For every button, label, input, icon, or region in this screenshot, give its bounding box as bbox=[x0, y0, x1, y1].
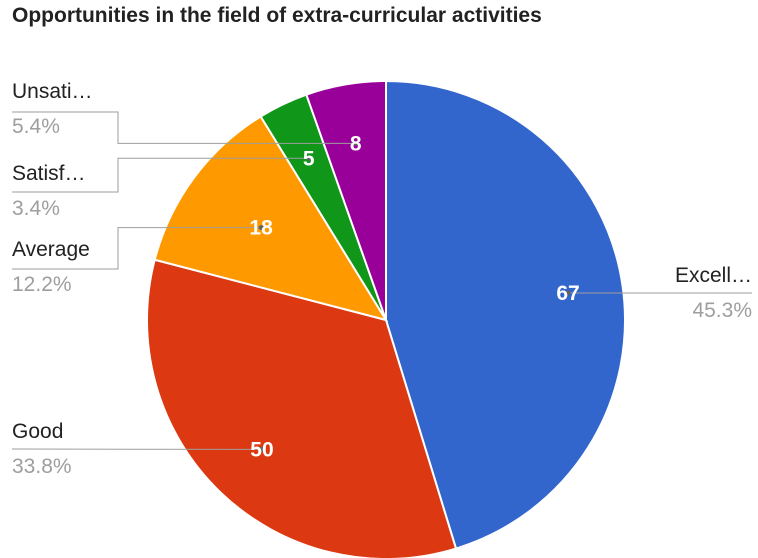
slice-label-unsati: Unsati… bbox=[12, 80, 93, 103]
leader-dot-average bbox=[258, 225, 264, 231]
leader-dot-satisf bbox=[306, 155, 312, 161]
leader-line-unsati bbox=[12, 111, 356, 144]
slice-value-good: 50 bbox=[250, 438, 273, 461]
leader-dot-excell bbox=[565, 290, 571, 296]
leader-dot-unsati bbox=[353, 140, 359, 146]
slice-label-average: Average bbox=[12, 238, 90, 261]
slice-value-excell: 67 bbox=[556, 282, 579, 305]
slice-label-good: Good bbox=[12, 420, 63, 443]
slice-value-average: 18 bbox=[249, 217, 273, 240]
leader-line-satisf bbox=[12, 157, 309, 193]
pie-slice-excell[interactable] bbox=[385, 79, 626, 550]
leader-dot-good bbox=[259, 446, 265, 452]
slice-percent-good: 33.8% bbox=[12, 455, 72, 478]
slice-value-unsati: 8 bbox=[350, 132, 362, 155]
slice-percent-average: 12.2% bbox=[12, 273, 72, 296]
slice-label-excell: Excell… bbox=[675, 264, 752, 287]
slice-percent-excell: 45.3% bbox=[692, 299, 752, 322]
pie-slice-good[interactable] bbox=[146, 258, 458, 558]
pie-slice-unsati[interactable] bbox=[305, 79, 387, 321]
slice-label-satisf: Satisf… bbox=[12, 162, 86, 185]
slice-percent-unsati: 5.4% bbox=[12, 115, 60, 138]
pie-slice-average[interactable] bbox=[153, 115, 389, 322]
slice-value-satisf: 5 bbox=[303, 147, 315, 170]
slice-percent-satisf: 3.4% bbox=[12, 197, 60, 220]
chart-title: Opportunities in the field of extra-curr… bbox=[12, 4, 542, 27]
leader-line-average bbox=[12, 227, 262, 270]
